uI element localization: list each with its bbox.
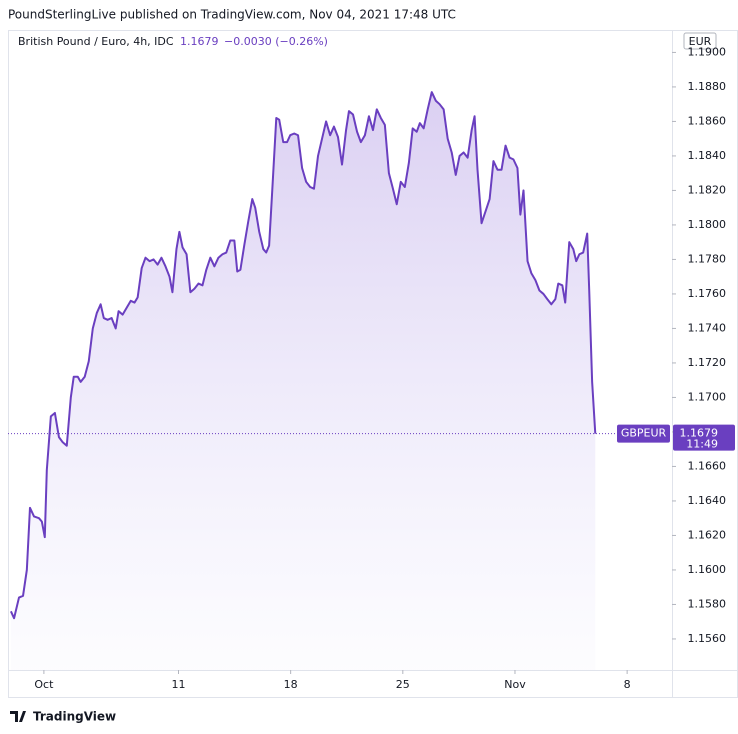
symbol-label: GBPEUR (621, 427, 667, 440)
y-tick-label: 1.1700 (688, 390, 727, 403)
y-tick-label: 1.1860 (688, 114, 727, 127)
x-tick-label: Oct (34, 678, 54, 691)
legend-title: British Pound / Euro, 4h, IDC (18, 35, 174, 48)
currency-box[interactable] (683, 32, 717, 50)
y-tick-label: 1.1840 (688, 149, 727, 162)
y-tick-label: 1.1660 (688, 459, 727, 472)
y-tick-label: 1.1740 (688, 321, 727, 334)
y-tick-label: 1.1580 (688, 597, 727, 610)
countdown-label: 11:49 (686, 438, 718, 451)
footer-logo (10, 711, 26, 722)
y-tick-label: 1.1560 (688, 632, 727, 645)
y-tick-label: 1.1880 (688, 80, 727, 93)
symbol-label-box (617, 424, 670, 443)
header: PoundSterlingLive published on TradingVi… (8, 8, 456, 22)
footer-brand: TradingView (33, 710, 116, 724)
line (10, 91, 597, 620)
y-axis-label: EUR (689, 35, 712, 48)
y-tick-label: 1.1720 (688, 356, 727, 369)
x-tick-label: 18 (284, 678, 298, 691)
y-tick-label: 1.1820 (688, 183, 727, 196)
x-tick-label: 25 (396, 678, 410, 691)
area (10, 92, 596, 671)
x-tick-label: Nov (504, 678, 526, 691)
y-tick-label: 1.1780 (688, 252, 727, 265)
x-tick-label: 11 (171, 678, 185, 691)
legend-change: −0.0030 (−0.26%) (224, 35, 328, 48)
price-label-box (673, 424, 735, 451)
logo-icon (10, 711, 26, 722)
y-tick-label: 1.1600 (688, 563, 727, 576)
y-tick-label: 1.1800 (688, 218, 727, 231)
y-tick-label: 1.1900 (688, 45, 727, 58)
price-label: 1.1679 (680, 427, 719, 440)
y-tick-label: 1.1620 (688, 528, 727, 541)
y-tick-label: 1.1760 (688, 287, 727, 300)
y-tick-label: 1.1640 (688, 494, 727, 507)
x-tick-label: 8 (624, 678, 631, 691)
legend-price: 1.1679 (180, 35, 219, 48)
